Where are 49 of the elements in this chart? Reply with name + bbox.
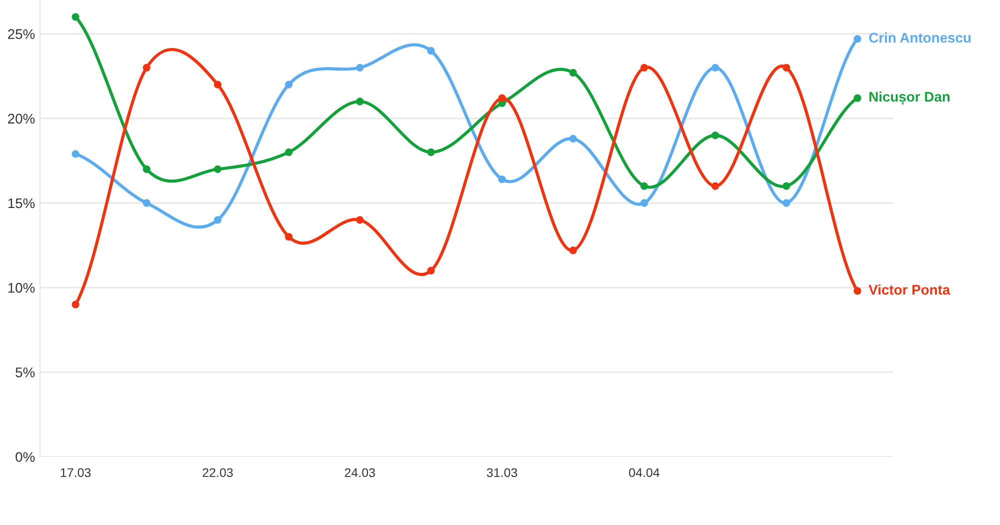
point [142,199,150,207]
point [640,64,648,72]
point [640,199,648,207]
y-tick-label: 25% [8,29,35,40]
x-tick-label: 04.04 [629,468,660,478]
point [72,150,80,158]
point [356,98,364,106]
x-tick-label: 22.03 [202,468,233,478]
x-tick-label: 17.03 [60,468,91,478]
point [214,80,222,88]
point [854,94,862,102]
point [640,182,648,190]
point [72,300,80,308]
point [569,134,577,143]
y-tick-label: 0% [16,452,35,462]
y-tick-label: 20% [8,114,35,124]
point [142,165,150,173]
y-tick-label: 5% [16,368,35,378]
point [214,216,222,224]
y-tick-label: 10% [8,282,35,293]
point [356,216,364,224]
point [284,148,293,156]
point [284,80,293,88]
point [214,165,222,173]
point [711,64,720,72]
point [854,287,862,295]
point [854,35,862,43]
series-label: Victor Ponta [868,284,950,295]
point [72,13,80,21]
point [498,94,506,102]
point [356,64,364,72]
point [782,199,790,207]
point [427,46,435,55]
x-tick-label: 24.03 [344,468,375,478]
series-label: Nicușor Dan [870,91,950,105]
x-tick-label: 31.03 [486,468,518,478]
series-label: Crin Antonescu [869,32,971,43]
point [782,182,790,190]
point [711,132,720,140]
point [711,182,720,190]
point [782,64,790,72]
point [427,266,435,274]
point [284,233,293,241]
y-tick-label: 15% [8,198,35,208]
point [569,68,577,77]
point [569,246,577,254]
point [142,64,150,72]
point [498,175,506,184]
point [427,148,435,156]
